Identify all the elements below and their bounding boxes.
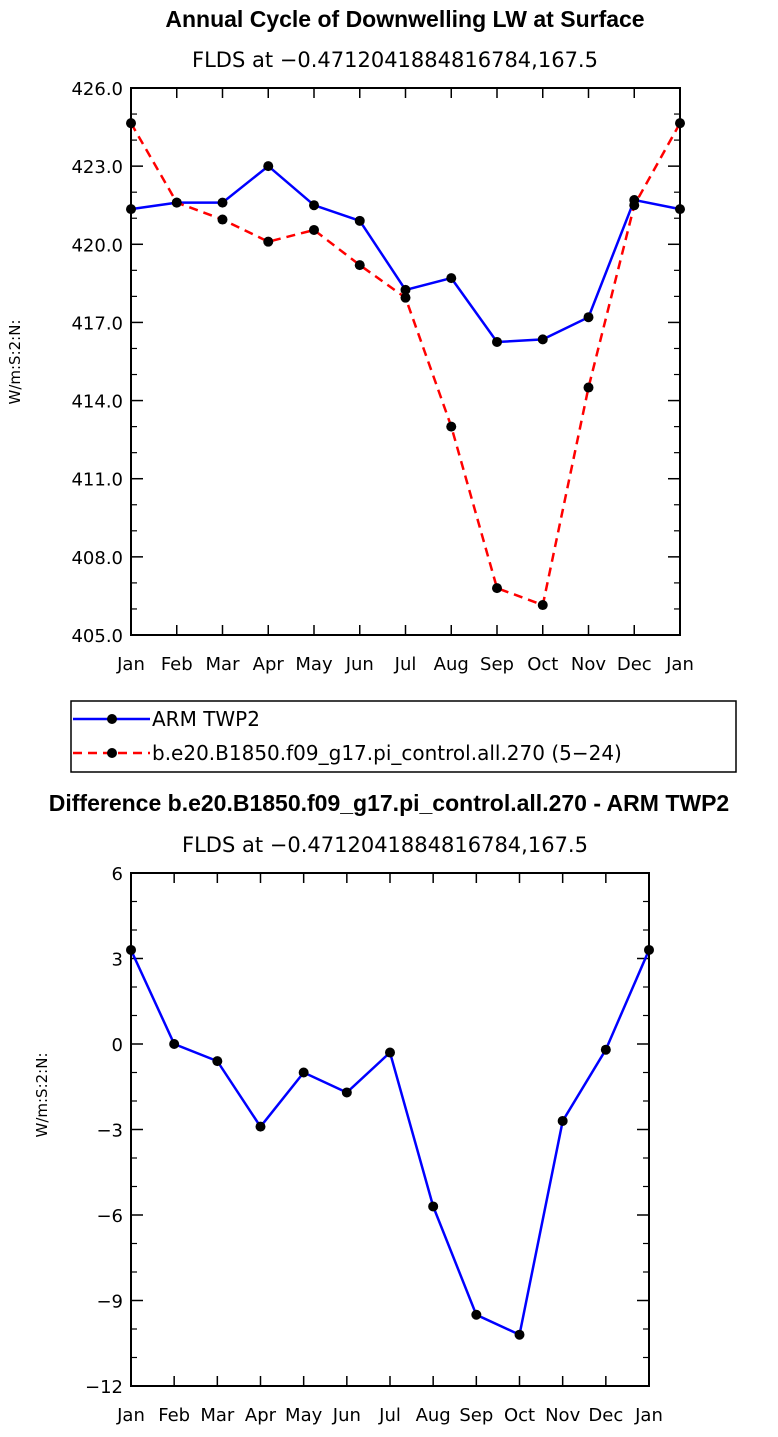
x-tick-label: Feb xyxy=(158,1405,190,1426)
series-0-point xyxy=(263,161,274,172)
y-tick-label: 6 xyxy=(112,864,123,885)
y-tick-label: 426.0 xyxy=(71,79,123,100)
series-0-point xyxy=(298,1067,309,1078)
x-tick-label: Dec xyxy=(617,654,652,675)
legend-marker-arm xyxy=(107,714,117,724)
chart1-tick-labels: Jan Feb Mar Apr May Jun Jul Aug Sep Oct Nov Dec Jan 4… xyxy=(71,79,693,675)
series-1-point xyxy=(446,421,457,432)
chart2-ticks xyxy=(130,872,650,1387)
x-tick-label: Mar xyxy=(200,1405,235,1426)
x-tick-label: Apr xyxy=(253,654,285,675)
x-tick-label: Nov xyxy=(571,654,606,675)
series-0-point xyxy=(514,1329,525,1340)
x-tick-label: Jul xyxy=(378,1405,401,1426)
series-0-point xyxy=(217,197,228,208)
series-1-point xyxy=(217,214,228,225)
chart2-title: Difference b.e20.B1850.f09_g17.pi_contro… xyxy=(49,790,729,816)
series-1-point xyxy=(354,260,365,271)
chart2-tick-labels: Jan Feb Mar Apr May Jun Jul Aug Sep Oct Nov Dec Jan −… xyxy=(85,864,663,1426)
legend-label-model: b.e20.B1850.f09_g17.pi_control.all.270 (… xyxy=(152,741,622,765)
x-tick-label: Jun xyxy=(332,1405,361,1426)
x-tick-label: Apr xyxy=(245,1405,277,1426)
y-tick-label: −3 xyxy=(96,1121,123,1142)
chart1-title: Annual Cycle of Downwelling LW at Surfac… xyxy=(165,6,644,32)
series-0-point xyxy=(557,1115,568,1126)
chart1-series xyxy=(126,118,685,611)
series-1-point xyxy=(400,292,411,303)
y-tick-label: 0 xyxy=(112,1035,123,1056)
series-1-point xyxy=(537,600,548,611)
series-1-point xyxy=(629,200,640,211)
chart1-legend: ARM TWP2 b.e20.B1850.f09_g17.pi_control.… xyxy=(70,700,737,773)
x-tick-label: Sep xyxy=(480,654,514,675)
series-0-point xyxy=(255,1121,266,1132)
y-tick-label: 420.0 xyxy=(71,235,123,256)
series-1-point xyxy=(583,382,594,393)
x-tick-label: Oct xyxy=(504,1405,535,1426)
series-line-1 xyxy=(129,122,682,607)
chart1-y-axis-label: W/m:S:2:N: xyxy=(6,320,24,405)
series-0-point xyxy=(341,1087,352,1098)
series-0-point xyxy=(600,1044,611,1055)
chart2-y-axis-label: W/m:S:2:N: xyxy=(33,1053,51,1138)
y-tick-label: 423.0 xyxy=(71,157,123,178)
y-tick-label: 414.0 xyxy=(71,392,123,413)
series-0-point xyxy=(583,312,594,323)
y-tick-label: −9 xyxy=(96,1292,123,1313)
y-tick-label: −12 xyxy=(85,1377,123,1398)
series-0-point xyxy=(428,1201,439,1212)
y-tick-label: 417.0 xyxy=(71,313,123,334)
legend-label-arm: ARM TWP2 xyxy=(152,707,260,731)
series-0-point xyxy=(471,1309,482,1320)
x-tick-label: Sep xyxy=(459,1405,493,1426)
series-1-point xyxy=(492,583,502,594)
series-0-point xyxy=(354,215,365,226)
chart1-subtitle: FLDS at −0.4712041884816784,167.5 xyxy=(192,48,598,72)
series-0-point xyxy=(446,273,457,284)
x-tick-label: Jun xyxy=(345,654,374,675)
chart2-subtitle: FLDS at −0.4712041884816784,167.5 xyxy=(182,833,588,857)
x-tick-label: Aug xyxy=(434,654,469,675)
series-0-point xyxy=(400,284,411,295)
x-tick-label: Jan xyxy=(665,654,694,675)
series-1-point xyxy=(171,197,182,208)
y-tick-label: −6 xyxy=(96,1206,123,1227)
x-tick-label: May xyxy=(285,1405,323,1426)
series-0-point xyxy=(385,1047,395,1058)
chart2-plot-frame xyxy=(130,872,650,1387)
y-tick-label: 408.0 xyxy=(71,548,123,569)
x-tick-label: Jan xyxy=(634,1405,663,1426)
chart1-plot-frame xyxy=(130,87,681,636)
x-tick-label: Nov xyxy=(545,1405,580,1426)
series-0-point xyxy=(309,200,319,211)
x-tick-label: May xyxy=(295,654,333,675)
series-0-point xyxy=(169,1039,180,1049)
series-1-point xyxy=(263,236,274,247)
series-0-point xyxy=(537,334,548,345)
series-1-point xyxy=(309,224,319,235)
y-tick-label: 405.0 xyxy=(71,626,123,647)
x-tick-label: Dec xyxy=(588,1405,623,1426)
y-tick-label: 3 xyxy=(112,950,123,971)
x-tick-label: Jan xyxy=(116,654,145,675)
series-line-0 xyxy=(130,164,681,344)
x-tick-label: Feb xyxy=(161,654,193,675)
series-0-point xyxy=(492,336,502,347)
y-tick-label: 411.0 xyxy=(71,470,123,491)
legend-box xyxy=(70,700,737,773)
x-tick-label: Oct xyxy=(527,654,558,675)
chart2-series xyxy=(126,944,654,1340)
x-tick-label: Jan xyxy=(116,1405,145,1426)
series-0-point xyxy=(212,1056,223,1067)
annual-cycle-chart: Annual Cycle of Downwelling LW at Surfac… xyxy=(6,6,694,675)
x-tick-label: Jul xyxy=(394,654,417,675)
x-tick-label: Aug xyxy=(416,1405,451,1426)
legend-marker-model xyxy=(107,748,117,758)
x-tick-label: Mar xyxy=(206,654,241,675)
series-line-0 xyxy=(129,949,651,1337)
difference-chart: Difference b.e20.B1850.f09_g17.pi_contro… xyxy=(33,790,729,1426)
chart1-ticks xyxy=(130,87,681,636)
